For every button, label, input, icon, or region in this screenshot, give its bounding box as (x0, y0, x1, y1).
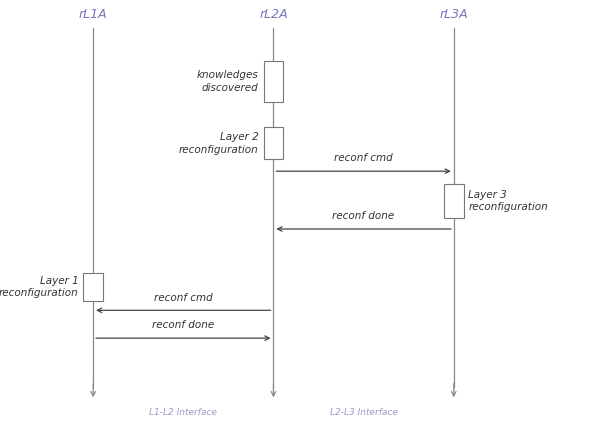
Bar (263, 128, 284, 159)
Text: reconf done: reconf done (152, 321, 215, 330)
Bar (444, 184, 464, 218)
Text: L2-L3 Interface: L2-L3 Interface (330, 408, 397, 417)
Text: rL3A: rL3A (439, 9, 468, 21)
Text: reconf cmd: reconf cmd (334, 154, 393, 163)
Text: Layer 2
reconfiguration: Layer 2 reconfiguration (179, 132, 258, 155)
Text: reconf done: reconf done (332, 211, 395, 221)
Text: rL1A: rL1A (79, 9, 108, 21)
Text: knowledges
discovered: knowledges discovered (197, 70, 258, 92)
Bar (263, 61, 284, 102)
Bar (83, 273, 103, 300)
Text: L1-L2 Interface: L1-L2 Interface (150, 408, 217, 417)
Text: Layer 1
reconfiguration: Layer 1 reconfiguration (0, 276, 78, 298)
Text: rL2A: rL2A (259, 9, 288, 21)
Text: reconf cmd: reconf cmd (154, 293, 213, 303)
Text: Layer 3
reconfiguration: Layer 3 reconfiguration (469, 190, 548, 212)
